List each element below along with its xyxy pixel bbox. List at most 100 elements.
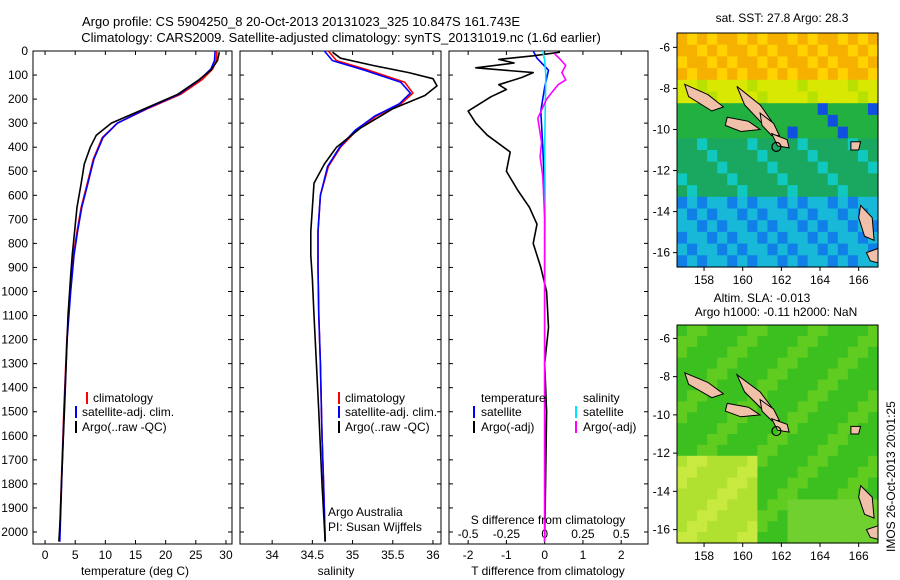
map-cell: [847, 150, 859, 163]
depth-tick-label: 400: [8, 140, 28, 154]
map-cell: [787, 114, 799, 128]
map-cell: [867, 379, 879, 391]
credit-line-1: Argo Australia: [328, 505, 403, 519]
map-cell: [697, 185, 708, 198]
map-cell: [847, 33, 859, 46]
map-cell: [837, 455, 849, 468]
map-cell: [807, 33, 819, 46]
map-cell: [837, 185, 849, 198]
map-cell: [717, 231, 728, 245]
map-cell: [847, 434, 859, 446]
map-cell: [847, 220, 859, 233]
map-cell: [707, 185, 718, 198]
legend-label: Argo(..raw -QC): [82, 420, 167, 434]
map-cell: [827, 335, 839, 348]
map-cell: [727, 477, 738, 490]
map-cell: [757, 56, 769, 69]
map-cell: [717, 401, 728, 413]
map-cell: [717, 510, 728, 522]
map-cell: [687, 335, 698, 348]
series-line: [59, 50, 216, 542]
map-cell: [817, 390, 829, 402]
t-difference-axis-label: T difference from climatology: [471, 564, 625, 578]
map-cell: [807, 335, 819, 348]
map-cell: [817, 231, 829, 245]
map-cell: [817, 488, 829, 500]
map-cell: [857, 138, 869, 151]
map-cell: [747, 335, 758, 348]
map-cell: [677, 521, 688, 533]
map-cell: [727, 161, 738, 174]
map-cell: [827, 44, 839, 57]
x-tick-label: 2: [618, 548, 625, 562]
map-cell: [717, 208, 728, 221]
map-cell: [717, 325, 728, 337]
map-cell: [797, 103, 809, 116]
map-cell: [867, 368, 879, 381]
map-cell: [827, 91, 839, 104]
map-cell: [847, 444, 859, 457]
map-cell: [727, 91, 738, 104]
map-cell: [677, 150, 688, 163]
map-cell: [717, 434, 728, 446]
map-cell: [867, 68, 879, 81]
map-cell: [747, 434, 758, 446]
map-cell: [847, 56, 859, 69]
map-cell: [747, 173, 758, 186]
map-cell: [867, 103, 879, 116]
map-cell: [787, 325, 799, 337]
map-cell: [807, 68, 819, 81]
map-cell: [677, 444, 688, 457]
map-cell: [717, 379, 728, 391]
map-cell: [767, 79, 779, 93]
map-cell: [767, 444, 779, 457]
map-cell: [837, 161, 849, 174]
temperature-axis-label: temperature (deg C): [81, 564, 189, 578]
map-cell: [747, 150, 758, 163]
map-cell: [757, 79, 769, 93]
map-cell: [737, 325, 748, 337]
map-cell: [827, 56, 839, 69]
map-cell: [867, 161, 879, 174]
legend-label: Argo(-adj): [583, 420, 636, 434]
map-cell: [717, 357, 728, 370]
map-cell: [727, 488, 738, 500]
map-cell: [797, 434, 809, 446]
map-cell: [707, 255, 718, 268]
map-cell: [677, 335, 688, 348]
map-cell: [757, 335, 769, 348]
map-cell: [857, 434, 869, 446]
map-cell: [687, 532, 698, 544]
map-cell: [767, 150, 779, 163]
map-cell: [727, 423, 738, 435]
map-cell: [847, 255, 859, 268]
map-cell: [807, 255, 819, 268]
s-diff-tick-label: -0.25: [493, 527, 521, 541]
map-cell: [677, 185, 688, 198]
map-cell: [817, 357, 829, 370]
lat-tick-label: -12: [653, 164, 671, 178]
depth-tick-label: 1300: [1, 357, 28, 371]
map-cell: [837, 368, 849, 381]
map-cell: [687, 56, 698, 69]
map-cell: [687, 434, 698, 446]
map-cell: [747, 56, 758, 69]
series-line: [467, 51, 561, 542]
map-cell: [747, 68, 758, 81]
map-cell: [807, 401, 819, 413]
map-cell: [857, 423, 869, 435]
map-cell: [847, 231, 859, 245]
map-cell: [687, 79, 698, 93]
map-cell: [787, 138, 799, 151]
map-cell: [867, 357, 879, 370]
map-cell: [857, 103, 869, 116]
float-position-marker: [771, 141, 782, 152]
map-cell: [787, 231, 799, 245]
lat-tick-label: -10: [653, 122, 671, 136]
map-cell: [837, 208, 849, 221]
map-cell: [697, 196, 708, 210]
lon-tick-label: 164: [810, 549, 830, 563]
map-cell: [717, 335, 728, 348]
map-cell: [757, 150, 769, 163]
map-cell: [857, 325, 869, 337]
